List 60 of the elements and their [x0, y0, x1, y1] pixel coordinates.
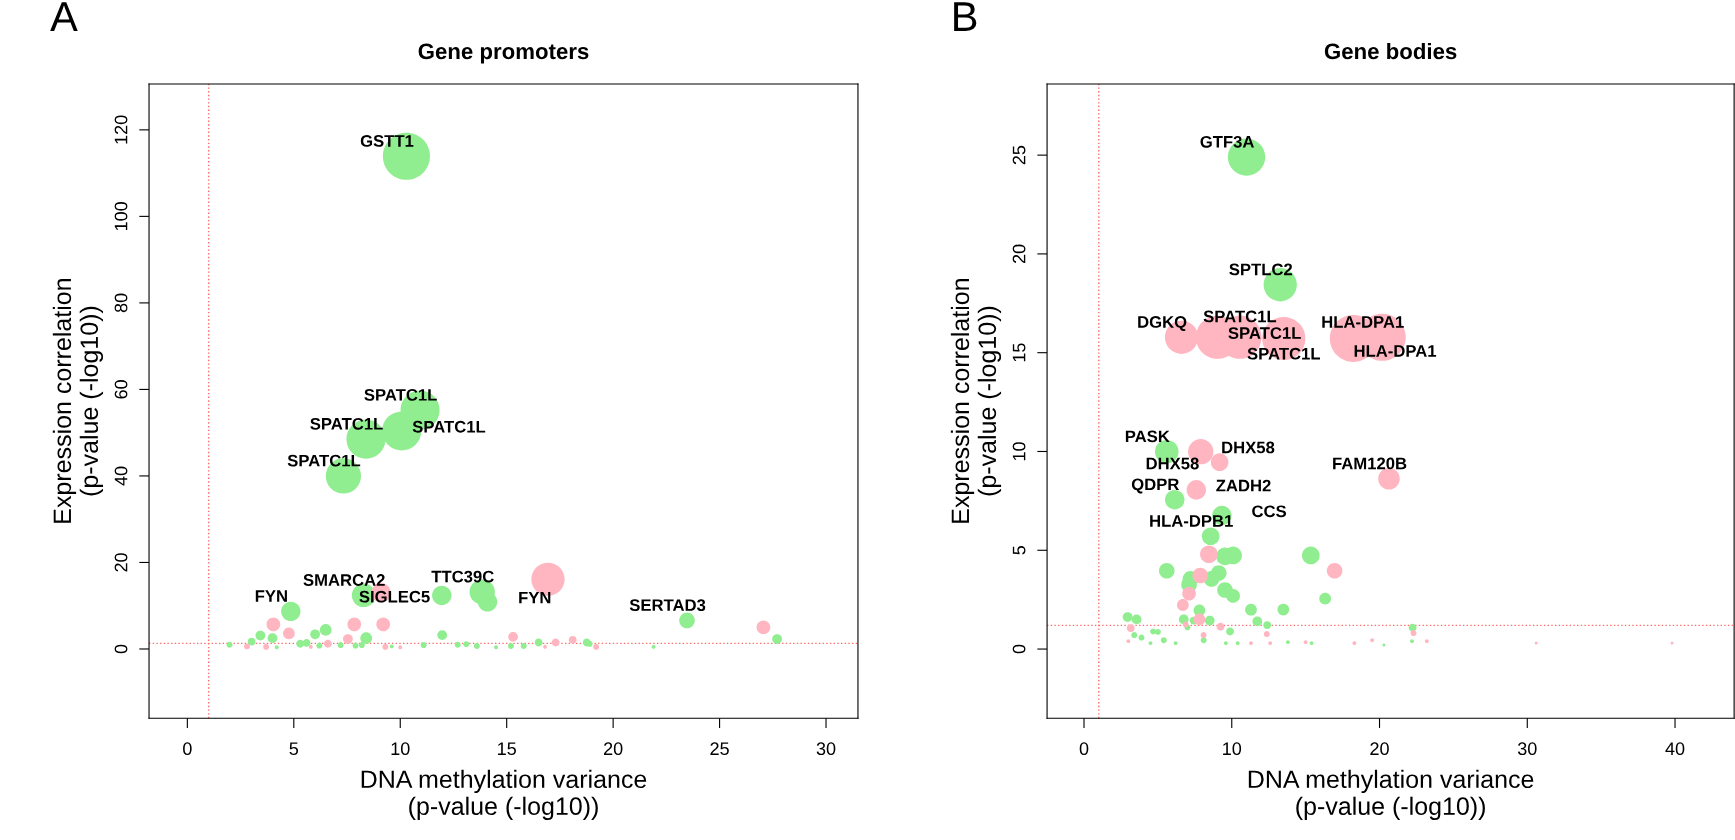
x-tick-label: 25: [710, 742, 729, 756]
annotation: QDPR: [1131, 478, 1180, 494]
x-tick-label: 15: [498, 742, 516, 756]
annotation: SPATC1L: [1228, 327, 1301, 339]
y-tick-label: 15: [1012, 343, 1026, 362]
y-tick-label: 5: [1012, 546, 1026, 555]
annotation: SERTAD3: [629, 599, 706, 612]
annotation: DHX58: [1222, 441, 1275, 454]
x-axis-title: DNA methylation variance (p-value (-log10)): [361, 769, 647, 820]
x-tick-label: 20: [1370, 742, 1389, 756]
y-tick-label: 0: [1012, 644, 1026, 654]
annotation: TTC39C: [431, 570, 494, 583]
annotation: CCS: [1252, 505, 1287, 518]
text: B: [954, 2, 977, 31]
y-tick-label: 100: [114, 202, 128, 231]
annotation: ZADH2: [1216, 479, 1271, 492]
x-tick-label: 10: [391, 742, 410, 756]
annotation: PASK: [1125, 430, 1170, 443]
y-tick-label: 10: [1012, 442, 1026, 461]
annotation: SPATC1L: [1203, 310, 1277, 323]
y-tick-label: 25: [1012, 145, 1026, 165]
chart-title: Gene promoters: [418, 43, 589, 64]
annotation: SPATC1L: [1247, 347, 1320, 360]
x-tick-label: 10: [1223, 742, 1242, 756]
y-tick-label: 40: [114, 466, 128, 486]
x-tick-label: 5: [289, 742, 299, 756]
annotation: HLA-DPA1: [1354, 345, 1437, 357]
annotation: SPATC1L: [310, 417, 383, 430]
annotation: GTF3A: [1200, 135, 1254, 148]
x-tick-label: 30: [816, 742, 836, 756]
annotation: SMARCA2: [303, 574, 385, 586]
annotation: FYN: [519, 591, 551, 604]
y-tick-label: 20: [1012, 244, 1026, 264]
x-tick-label: 0: [183, 742, 192, 756]
chart-title: Gene bodies: [1324, 42, 1457, 60]
x-tick-label: 30: [1517, 742, 1537, 756]
text: A: [50, 2, 78, 31]
y-tick-label: 20: [114, 553, 128, 572]
x-tick-label: 20: [604, 742, 623, 756]
annotation: DHX58: [1146, 457, 1199, 470]
y-tick-label: 0: [114, 644, 128, 654]
x-tick-label: 0: [1079, 742, 1089, 756]
y-tick-label: 120: [114, 115, 128, 144]
annotation: SPTLC2: [1229, 263, 1293, 276]
annotation: SPATC1L: [287, 454, 361, 467]
annotation: HLA-DPA1: [1322, 316, 1404, 328]
y-axis-title: Expression correlation (p-value (-log10)): [950, 279, 1002, 523]
y-tick-label: 80: [114, 293, 128, 313]
annotation: SIGLEC5: [359, 590, 430, 603]
annotation: HLA-DPB1: [1150, 515, 1233, 527]
annotation: DGKQ: [1138, 316, 1187, 331]
y-tick-label: 60: [114, 380, 128, 399]
annotation: FYN: [255, 590, 287, 602]
y-axis-title: Expression correlation (p-value (-log10)): [52, 279, 104, 523]
annotation: SPATC1L: [412, 420, 486, 433]
x-tick-label: 40: [1665, 742, 1685, 756]
x-axis-title: DNA methylation variance (p-value (-log10)): [1248, 769, 1534, 820]
annotation: SPATC1L: [364, 388, 437, 401]
annotation: FAM120B: [1333, 457, 1407, 470]
annotation: GSTT1: [360, 135, 414, 147]
